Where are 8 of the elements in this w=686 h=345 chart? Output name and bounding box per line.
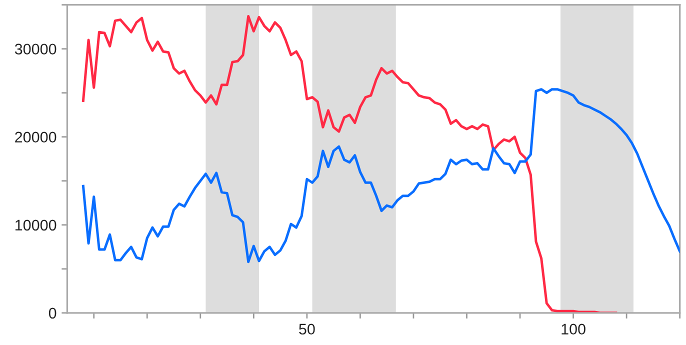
y-tick-label: 0: [48, 308, 56, 319]
line-series: [82, 88, 680, 264]
y-tick-label: 30000: [14, 44, 56, 55]
y-tick-label: 20000: [15, 132, 56, 143]
x-tick-label: 50: [299, 324, 315, 335]
x-tick-label: 100: [562, 324, 586, 335]
y-tick-label: 10000: [15, 220, 56, 231]
line-series: [82, 15, 618, 313]
